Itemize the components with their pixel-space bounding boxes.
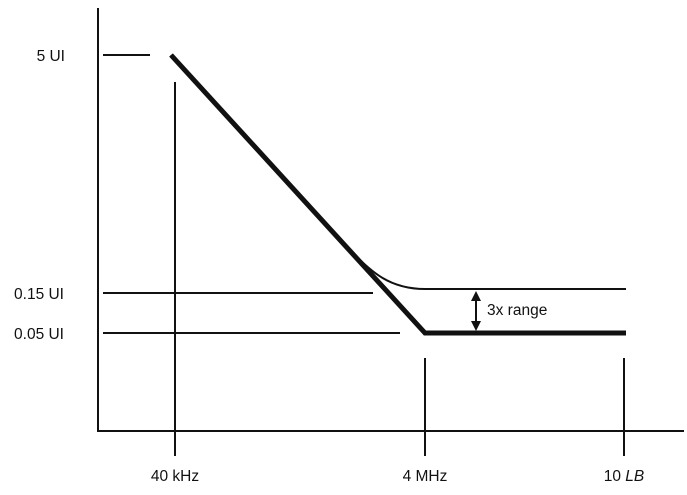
x-label-4mhz: 4 MHz [403, 468, 448, 485]
x-label-10lb-unit: LB [625, 468, 644, 485]
range-annotation: 3x range [487, 302, 547, 319]
x-label-10lb: 10 LB [604, 468, 645, 485]
y-label-5ui: 5 UI [37, 48, 65, 65]
x-label-10lb-value: 10 [604, 468, 622, 485]
series-line-thick [169, 53, 626, 336]
y-label-0-05ui: 0.05 UI [14, 326, 64, 343]
series-line-thin [170, 54, 626, 290]
range-arrow [471, 291, 481, 331]
y-label-0-15ui: 0.15 UI [14, 286, 64, 303]
x-label-40khz: 40 kHz [151, 468, 199, 485]
